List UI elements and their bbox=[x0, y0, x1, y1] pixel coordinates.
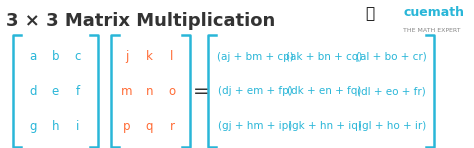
Text: p: p bbox=[123, 120, 131, 133]
Text: b: b bbox=[52, 50, 59, 63]
Text: (dk + en + fq): (dk + en + fq) bbox=[287, 86, 362, 96]
Text: k: k bbox=[146, 50, 153, 63]
Text: g: g bbox=[29, 120, 36, 133]
Text: i: i bbox=[76, 120, 79, 133]
Text: 3 × 3 Matrix Multiplication: 3 × 3 Matrix Multiplication bbox=[6, 12, 275, 30]
Text: e: e bbox=[52, 85, 59, 98]
Text: (gj + hm + ip): (gj + hm + ip) bbox=[218, 121, 292, 131]
Text: (al + bo + cr): (al + bo + cr) bbox=[356, 52, 427, 62]
Text: (dj + em + fp): (dj + em + fp) bbox=[218, 86, 292, 96]
Text: (gl + ho + ir): (gl + ho + ir) bbox=[358, 121, 426, 131]
Text: d: d bbox=[29, 85, 36, 98]
Text: l: l bbox=[170, 50, 173, 63]
Text: f: f bbox=[76, 85, 80, 98]
Text: o: o bbox=[168, 85, 175, 98]
Text: (aj + bm + cp): (aj + bm + cp) bbox=[217, 52, 293, 62]
Text: n: n bbox=[146, 85, 153, 98]
Text: q: q bbox=[146, 120, 153, 133]
Text: j: j bbox=[125, 50, 129, 63]
Text: (ak + bn + cq): (ak + bn + cq) bbox=[286, 52, 363, 62]
Text: h: h bbox=[52, 120, 59, 133]
Text: r: r bbox=[169, 120, 174, 133]
Text: =: = bbox=[193, 82, 210, 101]
Text: 🚀: 🚀 bbox=[365, 6, 374, 21]
Text: m: m bbox=[121, 85, 133, 98]
Text: a: a bbox=[29, 50, 36, 63]
Text: THE MATH EXPERT: THE MATH EXPERT bbox=[403, 28, 461, 33]
Text: (gk + hn + iq): (gk + hn + iq) bbox=[288, 121, 362, 131]
Text: c: c bbox=[74, 50, 81, 63]
Text: cuemath: cuemath bbox=[403, 6, 464, 19]
Text: (dl + eo + fr): (dl + eo + fr) bbox=[357, 86, 426, 96]
